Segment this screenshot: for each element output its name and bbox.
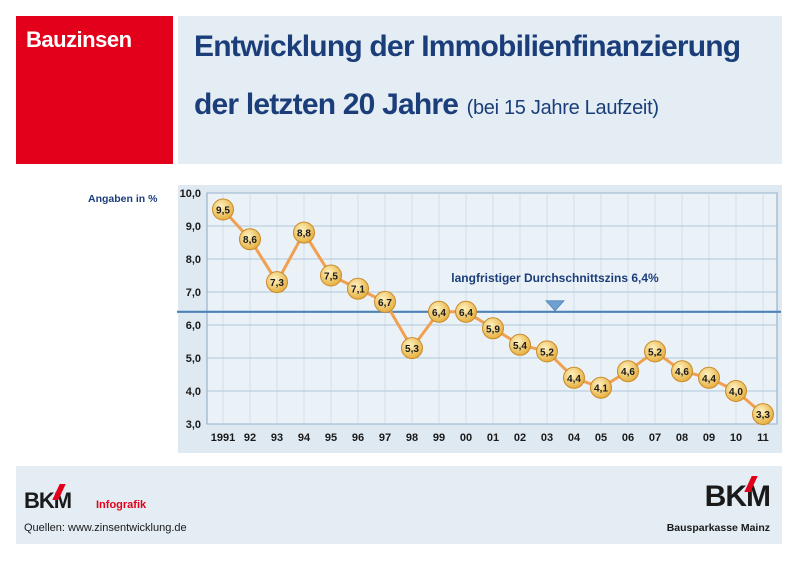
data-point (455, 300, 477, 323)
data-label: 9,5 (216, 206, 230, 217)
company-tagline: Bausparkasse Mainz (666, 522, 770, 534)
data-point (347, 277, 369, 300)
data-point (536, 340, 558, 363)
data-label: 6,4 (432, 308, 446, 319)
data-label: 7,5 (324, 272, 338, 283)
data-label: 4,6 (621, 367, 635, 378)
data-point (509, 333, 531, 356)
x-tick-label: 92 (244, 432, 256, 444)
x-tick-label: 00 (460, 432, 472, 444)
data-label: 6,4 (459, 308, 473, 319)
data-label: 4,4 (702, 374, 716, 385)
data-label: 8,8 (297, 229, 311, 240)
sources-text: Quellen: www.zinsentwicklung.de (24, 522, 187, 534)
y-tick-label: 5,0 (186, 353, 201, 365)
x-tick-label: 01 (487, 432, 499, 444)
data-point (482, 317, 504, 340)
data-point (590, 376, 612, 399)
x-tick-label: 95 (325, 432, 337, 444)
data-label: 5,2 (540, 347, 554, 358)
x-tick-label: 02 (514, 432, 526, 444)
data-point (698, 366, 720, 389)
data-label: 8,6 (243, 235, 257, 246)
bkm-logo-right: BKM (705, 476, 771, 514)
y-tick-label: 4,0 (186, 386, 201, 398)
badge-label: Bauzinsen (26, 27, 132, 52)
y-tick-label: 8,0 (186, 254, 201, 266)
x-tick-label: 03 (541, 432, 553, 444)
data-label: 6,7 (378, 298, 392, 309)
y-tick-label: 10,0 (180, 188, 201, 200)
x-tick-label: 07 (649, 432, 661, 444)
y-tick-label: 7,0 (186, 287, 201, 299)
y-tick-label: 3,0 (186, 419, 201, 431)
reference-marker (545, 300, 565, 312)
x-tick-label: 96 (352, 432, 364, 444)
x-tick-label: 08 (676, 432, 688, 444)
interest-rate-chart: 3,0 4,0 5,0 6,0 7,0 8,0 9,0 10,0 1991 92 93 94 95 96 9… (177, 185, 782, 453)
x-tick-label: 09 (703, 432, 715, 444)
data-label: 4,1 (594, 384, 608, 395)
data-label: 5,2 (648, 347, 662, 358)
data-label: 3,3 (756, 410, 770, 421)
data-point (293, 221, 315, 244)
data-point (401, 337, 423, 360)
x-tick-label: 10 (730, 432, 742, 444)
data-label: 5,3 (405, 344, 419, 355)
x-tick-label: 05 (595, 432, 607, 444)
reference-label: langfristiger Durchschnittszins 6,4% (451, 271, 659, 285)
page-title-main: der letzten 20 Jahre (194, 88, 459, 121)
data-point (320, 264, 342, 287)
data-point (374, 290, 396, 313)
data-label: 4,6 (675, 367, 689, 378)
plot-area (206, 192, 778, 425)
badge: Bauzinsen (16, 16, 173, 164)
data-point (725, 380, 747, 402)
x-tick-label: 06 (622, 432, 634, 444)
page-subtitle: (bei 15 Jahre Laufzeit) (466, 97, 659, 119)
x-tick-label: 98 (406, 432, 418, 444)
data-point (644, 340, 666, 363)
infografik-label: Infografik (96, 499, 147, 511)
y-tick-label: 6,0 (186, 320, 201, 332)
data-point (752, 403, 774, 426)
logo-slash-icon (744, 476, 758, 492)
page-title-line2: der letzten 20 Jahre (bei 15 Jahre Laufz… (194, 88, 659, 122)
x-tick-label: 94 (298, 432, 311, 444)
footer: BKM Infografik Quellen: www.zinsentwickl… (16, 466, 782, 544)
data-label: 7,1 (351, 285, 365, 296)
data-point (212, 198, 234, 221)
data-label: 4,0 (729, 387, 743, 398)
page-title-line1: Entwicklung der Immobilienfinanzierung (194, 30, 741, 63)
data-point (563, 366, 585, 389)
data-point (671, 360, 693, 383)
data-point (239, 228, 261, 251)
x-tick-label: 93 (271, 432, 283, 444)
data-label: 7,3 (270, 278, 284, 289)
data-point (617, 360, 639, 383)
x-tick-label: 99 (433, 432, 445, 444)
data-label: 5,9 (486, 324, 500, 335)
x-tick-label: 1991 (211, 432, 235, 444)
unit-label: Angaben in % (88, 193, 158, 205)
data-point (428, 300, 450, 323)
header: Entwicklung der Immobilienfinanzierung d… (178, 16, 782, 164)
x-tick-label: 97 (379, 432, 391, 444)
logo-slash-icon (52, 484, 66, 500)
x-tick-label: 04 (568, 432, 581, 444)
data-label: 5,4 (513, 341, 527, 352)
x-tick-label: 11 (757, 432, 769, 444)
bkm-logo-left: BKM (24, 484, 72, 514)
data-label: 4,4 (567, 374, 581, 385)
data-point (266, 271, 288, 294)
y-tick-label: 9,0 (186, 221, 201, 233)
